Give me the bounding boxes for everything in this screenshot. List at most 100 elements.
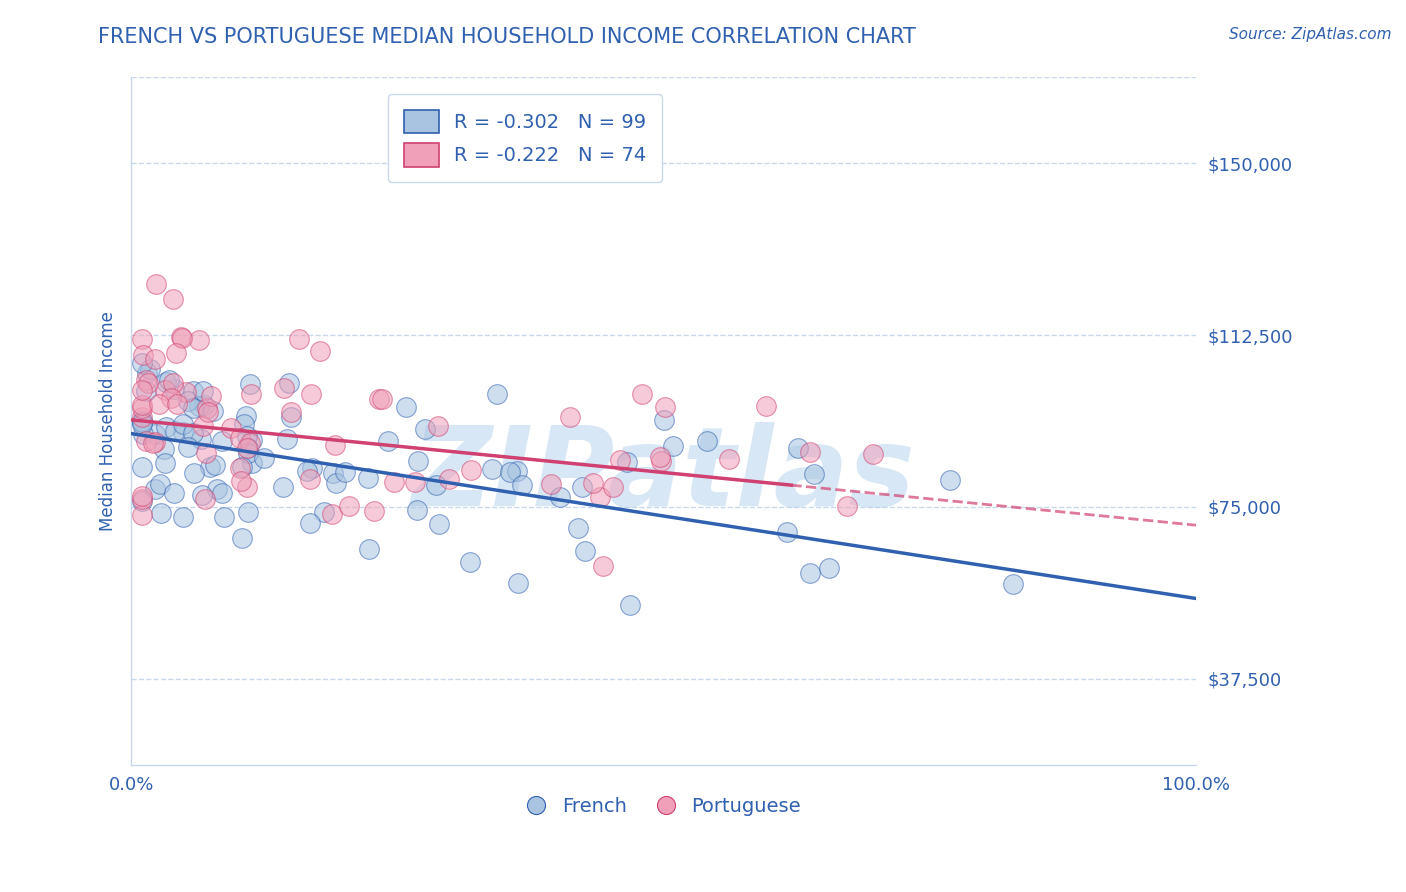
Point	[592, 558, 614, 573]
Point	[157, 373, 180, 387]
Point	[616, 455, 638, 469]
Point	[150, 506, 173, 520]
Point	[481, 462, 503, 476]
Point	[155, 375, 177, 389]
Point	[163, 486, 186, 500]
Text: ZIPatlas: ZIPatlas	[412, 423, 915, 530]
Text: FRENCH VS PORTUGUESE MEDIAN HOUSEHOLD INCOME CORRELATION CHART: FRENCH VS PORTUGUESE MEDIAN HOUSEHOLD IN…	[98, 27, 917, 46]
Point	[550, 490, 572, 504]
Point	[193, 398, 215, 412]
Point	[138, 362, 160, 376]
Point	[131, 401, 153, 415]
Point	[131, 383, 153, 397]
Point	[231, 459, 253, 474]
Point	[357, 542, 380, 557]
Point	[229, 431, 252, 445]
Point	[211, 434, 233, 449]
Point	[582, 476, 605, 491]
Point	[131, 356, 153, 370]
Point	[574, 544, 596, 558]
Point	[135, 373, 157, 387]
Point	[205, 483, 228, 497]
Point	[172, 510, 194, 524]
Point	[322, 467, 344, 481]
Point	[299, 516, 322, 531]
Point	[143, 434, 166, 449]
Point	[288, 332, 311, 346]
Point	[239, 436, 262, 450]
Point	[131, 415, 153, 429]
Text: Source: ZipAtlas.com: Source: ZipAtlas.com	[1229, 27, 1392, 42]
Point	[862, 447, 884, 461]
Point	[162, 376, 184, 391]
Point	[191, 384, 214, 399]
Point	[299, 387, 322, 401]
Point	[131, 409, 153, 424]
Point	[368, 392, 391, 406]
Point	[377, 434, 399, 448]
Point	[696, 434, 718, 449]
Point	[363, 504, 385, 518]
Point	[145, 482, 167, 496]
Point	[172, 417, 194, 432]
Point	[191, 488, 214, 502]
Point	[406, 454, 429, 468]
Point	[142, 436, 165, 450]
Point	[131, 398, 153, 412]
Point	[163, 424, 186, 438]
Point	[198, 460, 221, 475]
Point	[799, 444, 821, 458]
Point	[131, 459, 153, 474]
Point	[211, 486, 233, 500]
Point	[337, 499, 360, 513]
Point	[439, 472, 461, 486]
Point	[236, 441, 259, 455]
Point	[136, 376, 159, 390]
Point	[280, 405, 302, 419]
Point	[163, 382, 186, 396]
Legend: French, Portuguese: French, Portuguese	[519, 789, 808, 823]
Point	[382, 475, 405, 489]
Point	[589, 490, 612, 504]
Point	[236, 429, 259, 443]
Point	[240, 433, 263, 447]
Point	[619, 598, 641, 612]
Point	[395, 401, 418, 415]
Point	[143, 351, 166, 366]
Point	[654, 401, 676, 415]
Point	[271, 480, 294, 494]
Point	[295, 464, 318, 478]
Point	[510, 478, 533, 492]
Point	[609, 453, 631, 467]
Point	[776, 524, 799, 539]
Point	[162, 292, 184, 306]
Point	[172, 425, 194, 439]
Point	[652, 413, 675, 427]
Point	[799, 566, 821, 580]
Point	[212, 510, 235, 524]
Point	[131, 415, 153, 429]
Point	[195, 401, 218, 415]
Point	[131, 490, 153, 504]
Point	[506, 576, 529, 591]
Point	[160, 391, 183, 405]
Point	[194, 446, 217, 460]
Point	[321, 508, 343, 522]
Point	[277, 376, 299, 391]
Point	[571, 480, 593, 494]
Point	[131, 332, 153, 346]
Point	[506, 464, 529, 478]
Point	[650, 454, 672, 468]
Point	[1001, 576, 1024, 591]
Point	[131, 417, 153, 431]
Point	[560, 409, 582, 424]
Point	[333, 465, 356, 479]
Point	[280, 409, 302, 424]
Point	[229, 474, 252, 488]
Point	[818, 561, 841, 575]
Point	[404, 475, 426, 490]
Point	[165, 345, 187, 359]
Point	[309, 343, 332, 358]
Point	[204, 458, 226, 472]
Point	[273, 381, 295, 395]
